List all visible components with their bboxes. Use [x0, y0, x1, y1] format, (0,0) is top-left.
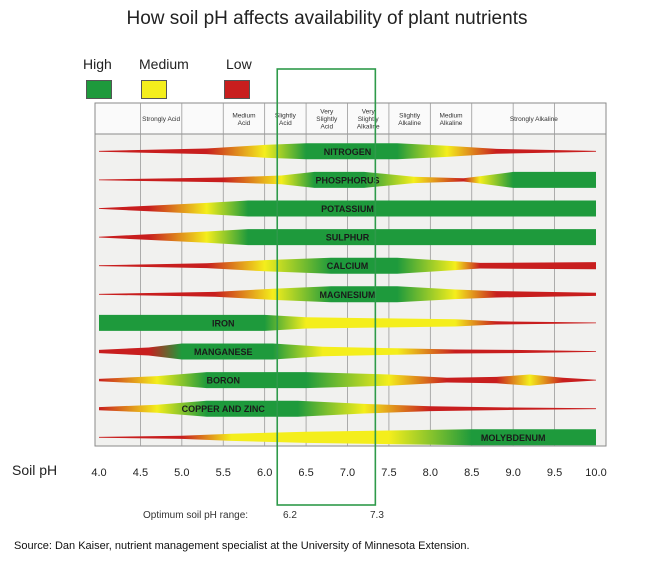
- nutrient-band: [99, 200, 596, 217]
- x-tick-label: 6.5: [298, 467, 313, 479]
- legend-swatch-high: [86, 80, 112, 99]
- header-category-label: Alkaline: [398, 120, 421, 127]
- x-tick-label: 8.5: [464, 467, 479, 479]
- header-category-label: Acid: [279, 120, 292, 127]
- header-category-label: Slightly: [399, 112, 421, 119]
- x-tick-label: 9.0: [506, 467, 521, 479]
- x-tick-label: 4.0: [91, 467, 106, 479]
- nutrient-label: MAGNESIUM: [320, 290, 376, 300]
- header-category-label: Medium: [232, 112, 255, 119]
- nutrient-label: SULPHUR: [326, 233, 370, 243]
- x-tick-label: 4.5: [133, 467, 148, 479]
- x-tick-label: 5.0: [174, 467, 189, 479]
- nutrient-band: [99, 400, 596, 417]
- nutrient-label: MANGANESE: [194, 347, 253, 357]
- chart-title: How soil pH affects availability of plan…: [126, 8, 528, 29]
- header-category-label: Strongly Alkaline: [510, 116, 558, 123]
- header-strip: [94, 102, 607, 135]
- optimum-range-box: [276, 68, 377, 506]
- header-category-label: Medium: [439, 112, 462, 119]
- header-category-label: Alkaline: [440, 120, 463, 127]
- nutrient-band: [99, 429, 596, 446]
- nutrient-label: CALCIUM: [327, 261, 369, 271]
- nutrient-label: COPPER AND ZINC: [182, 404, 266, 414]
- x-tick-label: 10.0: [585, 467, 606, 479]
- header-category-label: Slightly: [358, 116, 380, 123]
- nutrient-band: [99, 314, 596, 331]
- nutrient-label: NITROGEN: [324, 147, 372, 157]
- header-category-label: Very: [362, 109, 376, 116]
- header-category-label: Alkaline: [357, 124, 380, 131]
- header-category-label: Slightly: [275, 112, 297, 119]
- legend-label-medium: Medium: [139, 56, 189, 72]
- x-tick-label: 9.5: [547, 467, 562, 479]
- nutrient-band: [99, 286, 596, 303]
- legend-swatch-medium: [141, 80, 167, 99]
- header-category-label: Acid: [320, 124, 333, 131]
- nutrient-label: IRON: [212, 318, 235, 328]
- x-tick-label: 7.0: [340, 467, 355, 479]
- header-category-label: Very: [320, 109, 334, 116]
- x-tick-label: 6.0: [257, 467, 272, 479]
- optimum-low-value: 6.2: [283, 510, 297, 521]
- nutrient-label: POTASSIUM: [321, 204, 374, 214]
- optimum-range-label: Optimum soil pH range:: [143, 510, 249, 521]
- optimum-high-value: 7.3: [370, 510, 384, 521]
- legend-label-high: High: [83, 56, 112, 72]
- axis-label-soil-ph: Soil pH: [12, 462, 58, 478]
- header-category-label: Slightly: [316, 116, 338, 123]
- nutrient-band: [99, 143, 596, 160]
- nutrient-band: [99, 372, 596, 389]
- source-caption: Source: Dan Kaiser, nutrient management …: [14, 540, 470, 552]
- nutrient-band: [99, 257, 596, 274]
- nutrient-band: [99, 343, 596, 360]
- nutrient-label: BORON: [207, 376, 241, 386]
- nutrient-label: MOLYBDENUM: [481, 433, 546, 443]
- x-tick-label: 7.5: [381, 467, 396, 479]
- nutrient-band: [99, 171, 596, 188]
- chart-panel: [94, 102, 607, 447]
- legend-label-low: Low: [226, 56, 252, 72]
- nutrient-band: [99, 229, 596, 246]
- header-category-label: Acid: [238, 120, 251, 127]
- header-category-label: Strongly Acid: [142, 116, 180, 123]
- legend-swatch-low: [224, 80, 250, 99]
- x-tick-label: 8.0: [423, 467, 438, 479]
- x-tick-label: 5.5: [216, 467, 231, 479]
- nutrient-label: PHOSPHORUS: [315, 175, 379, 185]
